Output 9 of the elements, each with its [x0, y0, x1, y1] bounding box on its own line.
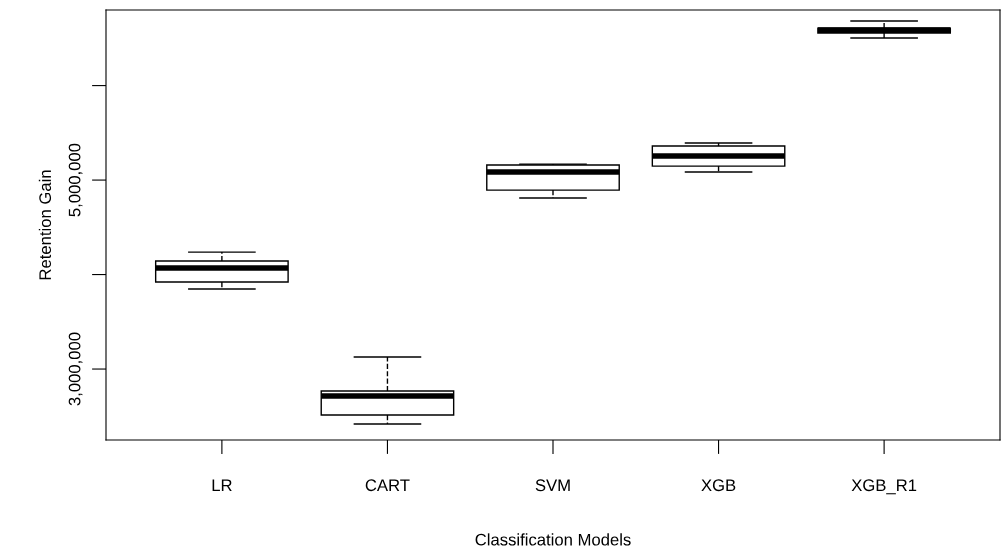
y-tick-label: 5,000,000: [68, 143, 83, 217]
x-tick-label: XGB: [701, 479, 736, 492]
x-tick-label: SVM: [535, 479, 570, 492]
y-tick-label: 3,000,000: [68, 332, 83, 406]
x-axis-title: Classification Models: [475, 533, 631, 546]
x-tick-label: XGB_R1: [851, 479, 917, 495]
x-tick-label: LR: [212, 479, 232, 491]
y-axis-title: Retention Gain: [38, 170, 52, 280]
x-tick-label: CART: [365, 479, 410, 492]
